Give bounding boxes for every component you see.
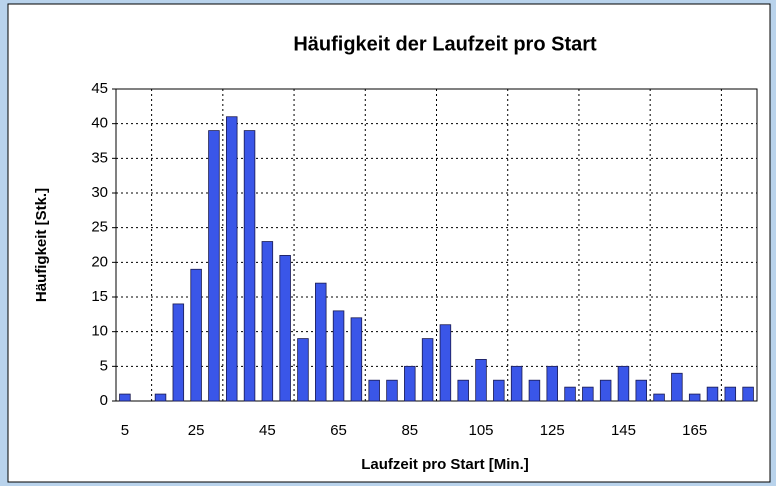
plot-border [115, 88, 758, 402]
y-tick-label: 10 [91, 323, 108, 340]
bar [421, 338, 434, 402]
y-tick-label: 0 [100, 392, 108, 409]
x-tick-label: 45 [259, 422, 276, 439]
bar [688, 393, 701, 402]
y-tick-label: 35 [91, 149, 108, 166]
bar [706, 386, 719, 402]
bar [350, 317, 363, 402]
x-tick-label: 5 [121, 422, 129, 439]
y-tick-label: 20 [91, 253, 108, 270]
bar [742, 386, 754, 402]
bar [261, 241, 274, 402]
bar [617, 365, 630, 402]
x-tick-label: 65 [330, 422, 347, 439]
bar [332, 310, 345, 402]
y-tick-label: 25 [91, 219, 108, 236]
bar [404, 365, 416, 402]
bar [564, 386, 576, 402]
bar [315, 282, 327, 402]
y-tick-label: 5 [100, 357, 108, 374]
bar [582, 386, 594, 402]
bar [546, 365, 558, 402]
bar [225, 116, 238, 402]
bar [154, 393, 167, 402]
bar [297, 338, 309, 402]
bar [653, 393, 665, 402]
x-tick-label: 25 [188, 422, 205, 439]
x-tick-label: 165 [682, 422, 707, 439]
bar [386, 379, 398, 402]
y-axis-label: Häufigkeit [Stk.] [33, 188, 50, 302]
chart-title: Häufigkeit der Laufzeit pro Start [293, 33, 597, 55]
bar [190, 268, 202, 402]
bar [671, 372, 683, 402]
bar [368, 379, 380, 402]
bar [510, 365, 523, 402]
bar [208, 130, 220, 402]
bar [457, 379, 469, 402]
bar [119, 393, 131, 402]
x-tick-label: 125 [540, 422, 565, 439]
y-tick-label: 15 [91, 288, 108, 305]
bar [528, 379, 541, 402]
bar [599, 379, 612, 402]
bar [243, 130, 256, 402]
bar [724, 386, 737, 402]
x-tick-label: 105 [468, 422, 493, 439]
chart-area [7, 3, 771, 483]
bar [172, 303, 185, 402]
bar [635, 379, 648, 402]
y-tick-label: 30 [91, 184, 108, 201]
bar [439, 324, 452, 402]
x-axis-label: Laufzeit pro Start [Min.] [361, 456, 529, 473]
x-tick-label: 85 [401, 422, 418, 439]
bar [279, 254, 291, 402]
bar [493, 379, 505, 402]
y-tick-label: 40 [91, 115, 108, 132]
y-tick-label: 45 [91, 80, 108, 97]
x-tick-label: 145 [611, 422, 636, 439]
bar [475, 358, 487, 402]
